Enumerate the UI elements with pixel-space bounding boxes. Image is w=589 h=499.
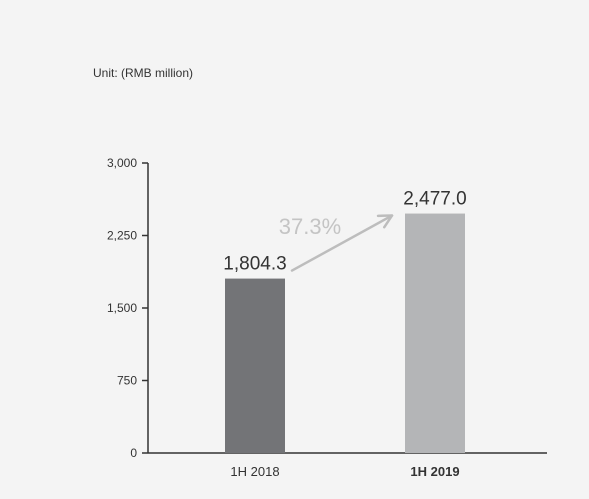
bar-value-label: 2,477.0	[403, 189, 466, 210]
bar-1h-2018	[225, 278, 285, 453]
y-tick-label: 2,250	[107, 229, 137, 243]
x-category-label: 1H 2019	[410, 464, 459, 479]
x-category-label: 1H 2018	[230, 464, 279, 479]
y-tick-label: 1,500	[107, 301, 137, 315]
y-tick-label: 750	[117, 374, 137, 388]
bar-value-label: 1,804.3	[223, 254, 286, 275]
growth-arrow-head	[376, 214, 394, 229]
y-tick-label: 0	[130, 446, 137, 460]
unit-label: Unit: (RMB million)	[93, 66, 193, 80]
axes	[147, 163, 547, 454]
bar-1h-2019	[405, 213, 465, 453]
growth-percent-label: 37.3%	[279, 214, 341, 239]
growth-arrow-shaft	[290, 214, 394, 272]
y-tick-label: 3,000	[107, 156, 137, 170]
y-axis-ticks: 0 750 1,500 2,250 3,000	[107, 156, 148, 460]
growth-annotation: 37.3%	[279, 214, 394, 272]
bars	[225, 213, 465, 453]
category-labels: 1H 2018 1H 2019	[230, 464, 459, 479]
value-labels: 1,804.3 2,477.0	[223, 189, 466, 275]
